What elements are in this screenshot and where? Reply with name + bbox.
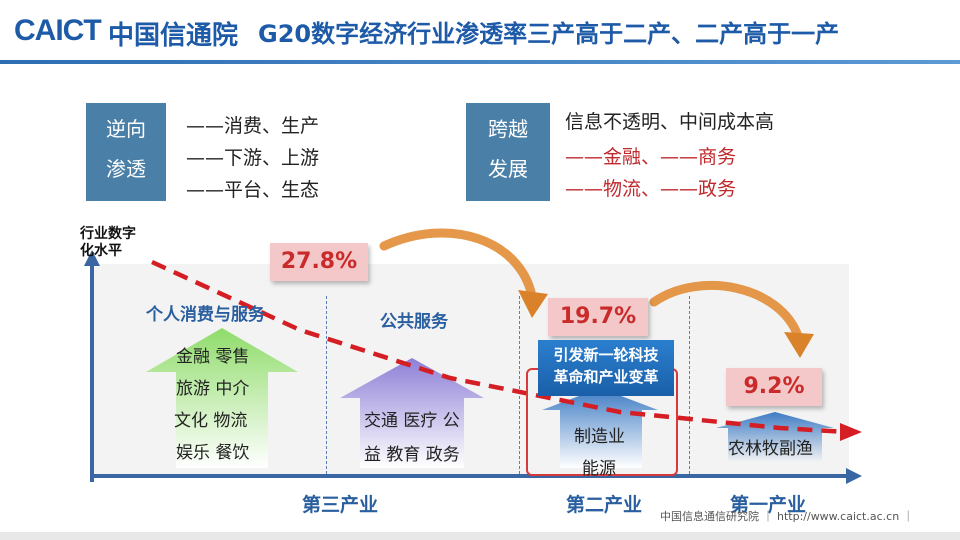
x-label-secondary: 第二产业 [566, 494, 643, 516]
reverse-item-2: ——下游、上游 [186, 147, 320, 169]
leapfrog-box: 跨越 发展 [466, 103, 550, 201]
reverse-item-3: ——平台、生态 [186, 179, 320, 201]
banner-line-1: 引发新一轮科技 [553, 346, 659, 364]
box-line-2: 渗透 [106, 157, 146, 181]
box-line-1: 跨越 [488, 117, 528, 141]
banner-line-2: 革命和产业变革 [553, 368, 659, 386]
box-line-1: 逆向 [106, 117, 146, 141]
secondary-item: 制造业 [574, 427, 625, 447]
x-label-primary: 第一产业 [730, 494, 807, 516]
public-item: 益 教育 政务 [364, 445, 460, 465]
curve-arrow-2 [649, 280, 803, 341]
logo-latin: CAICT [14, 14, 102, 47]
section-divider [326, 296, 327, 474]
leapfrog-heading: 信息不透明、中间成本高 [565, 111, 775, 133]
secondary-arrow [542, 388, 658, 468]
y-axis-label-line1: 行业数字 [80, 226, 136, 242]
public-item: 交通 医疗 公 [364, 411, 460, 431]
section-divider [689, 296, 690, 474]
header [0, 0, 960, 62]
section-divider [519, 296, 520, 474]
y-axis [90, 264, 94, 482]
x-axis-arrowhead [846, 468, 862, 484]
secondary-item: 能源 [582, 459, 616, 479]
footer-bar [0, 532, 960, 540]
leapfrog-item-1: ——金融、——商务 [565, 146, 737, 168]
page-title: G20数字经济行业渗透率三产高于二产、二产高于一产 [258, 20, 840, 48]
primary-item: 农林牧副渔 [728, 439, 813, 459]
leapfrog-item-2: ——物流、——政务 [565, 178, 737, 200]
section-title-consumer: 个人消费与服务 [146, 305, 265, 325]
y-axis-arrowhead [84, 250, 100, 266]
footer-credit: 中国信息通信研究院 ｜ http://www.caict.ac.cn ｜ [660, 510, 914, 523]
value-label-secondary: 19.7% [548, 298, 648, 336]
curve-arrow-1 [379, 228, 537, 301]
y-axis-label-line2: 化水平 [80, 243, 122, 259]
logo-chinese: 中国信通院 [108, 21, 239, 51]
x-label-tertiary: 第三产业 [302, 494, 379, 516]
tech-revolution-banner: 引发新一轮科技 革命和产业变革 [538, 340, 674, 396]
y-axis-label: 行业数字 化水平 [80, 226, 150, 260]
header-divider [0, 60, 960, 64]
consumer-arrow [146, 328, 298, 468]
box-line-2: 发展 [488, 157, 528, 181]
consumer-item: 金融 零售 [176, 347, 250, 367]
consumer-item: 旅游 中介 [176, 379, 250, 399]
consumer-item: 娱乐 餐饮 [176, 443, 250, 463]
section-title-public: 公共服务 [380, 312, 448, 332]
x-axis [90, 474, 850, 478]
curve-arrow-1-head [518, 290, 548, 318]
consumer-item: 文化 物流 [174, 411, 248, 431]
value-label-tertiary: 27.8% [270, 243, 368, 281]
trend-arrowhead [840, 423, 862, 441]
reverse-item-1: ——消费、生产 [186, 115, 320, 137]
primary-arrow [716, 412, 834, 462]
value-label-primary: 9.2% [726, 368, 822, 406]
curve-arrow-2-head [784, 332, 814, 358]
reverse-penetration-box: 逆向 渗透 [86, 103, 166, 201]
public-arrow [340, 358, 484, 468]
